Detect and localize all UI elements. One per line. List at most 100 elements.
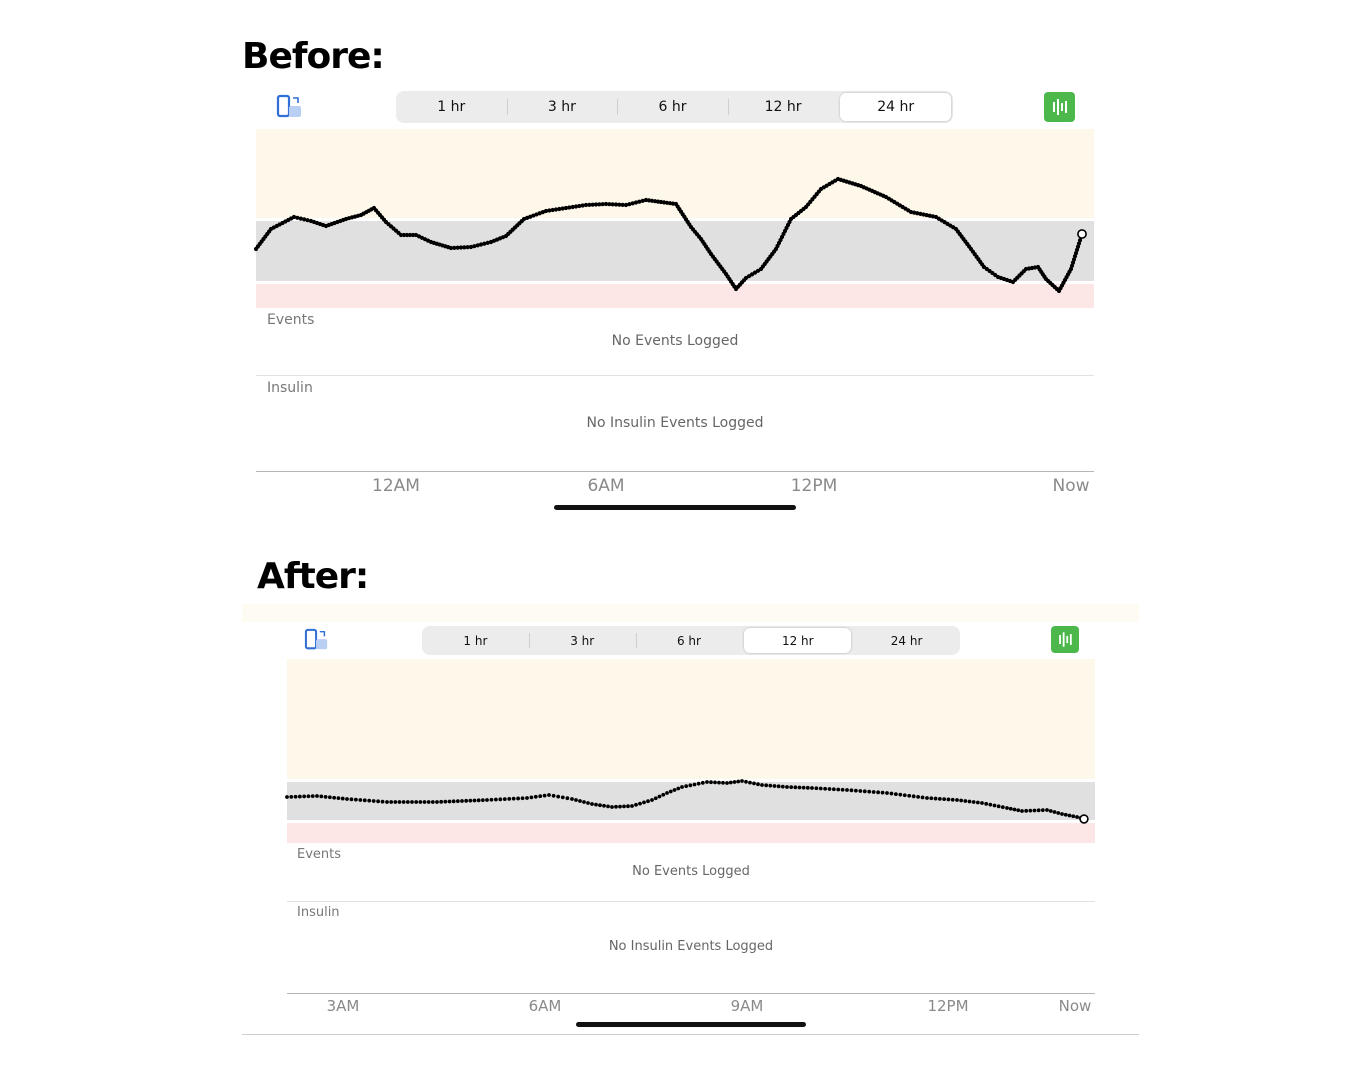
after-events-empty: No Events Logged <box>632 864 750 879</box>
after-trace-point <box>1063 812 1068 817</box>
after-trace-point <box>397 800 402 804</box>
after-trace-point <box>493 797 498 802</box>
after-trace-point <box>542 793 547 798</box>
after-trace-point <box>560 795 565 800</box>
before-trace-point <box>597 202 602 207</box>
after-trace-point <box>630 804 634 808</box>
before-events-label: Events <box>267 312 315 328</box>
after-segment-6hr[interactable]: 6 hr <box>635 626 743 655</box>
after-trace-point <box>785 785 789 789</box>
after-trace-point <box>590 802 594 806</box>
before-trace-point <box>921 212 926 217</box>
after-trace-point <box>405 800 410 804</box>
before-home-indicator[interactable] <box>554 505 796 510</box>
phone-rotate-icon[interactable] <box>276 94 304 120</box>
after-trace-point <box>867 789 872 794</box>
after-trace-point <box>740 779 744 783</box>
chart-bars-icon <box>1053 99 1067 115</box>
before-segment-24hr[interactable]: 24 hr <box>840 93 951 121</box>
before-trace-point <box>455 245 460 250</box>
after-trace-point <box>393 800 398 804</box>
after-segment-3hr[interactable]: 3 hr <box>528 626 636 655</box>
before-trace-point <box>475 243 480 248</box>
after-trace-point <box>845 788 849 792</box>
before-trace-point <box>613 202 619 207</box>
before-trace-point <box>580 203 585 208</box>
before-trace-point <box>590 202 595 207</box>
after-trace-point <box>942 797 947 802</box>
before-segment-1hr[interactable]: 1 hr <box>437 99 466 115</box>
after-trace-point <box>836 787 841 792</box>
before-trace-point <box>410 232 416 238</box>
after-top-tint <box>242 604 1139 622</box>
after-segment-12hr[interactable]: 12 hr <box>744 628 852 653</box>
after-trace-point <box>967 799 972 804</box>
after-glucose-trace <box>285 779 1089 824</box>
after-trace-point <box>485 798 489 802</box>
after-range-selector: 1 hr 3 hr 6 hr 12 hr 24 hr <box>422 626 960 655</box>
after-trace-point <box>1067 813 1072 818</box>
before-heading: Before: <box>242 36 385 77</box>
before-trace-point <box>560 206 565 211</box>
after-trace-point <box>1024 808 1029 813</box>
before-trace-point <box>452 245 457 250</box>
before-trace-point <box>570 204 575 210</box>
before-trace-point <box>600 202 605 207</box>
before-trace-point <box>550 207 555 213</box>
after-trace-point <box>586 801 590 805</box>
after-trace-point <box>880 790 885 795</box>
after-trace-point <box>422 800 427 804</box>
after-segment-24hr[interactable]: 24 hr <box>890 633 923 648</box>
after-trace-point <box>650 798 654 802</box>
after-trace-point <box>418 800 423 804</box>
after-trace-point <box>1048 809 1053 813</box>
before-trace-point <box>1072 254 1078 259</box>
after-trace-point <box>925 796 929 800</box>
after-trace-point <box>1016 808 1021 813</box>
before-trace-point <box>640 198 645 203</box>
after-trace-point <box>916 794 921 799</box>
after-chart-button[interactable] <box>1051 626 1079 653</box>
after-trace-point <box>439 799 444 804</box>
before-range-selector: 1 hr 3 hr 6 hr 12 hr 24 hr <box>396 91 953 123</box>
after-trace-point <box>1012 807 1017 812</box>
before-trace-point <box>927 213 932 218</box>
after-trace-point <box>578 799 582 803</box>
before-segment-12hr[interactable]: 12 hr <box>727 91 839 123</box>
after-trace-point <box>297 794 302 799</box>
after-trace-point <box>389 800 394 804</box>
after-trace-point <box>310 794 315 799</box>
after-trace-point <box>1075 815 1079 819</box>
after-segment-1hr[interactable]: 1 hr <box>463 633 488 648</box>
before-trace-point <box>472 244 477 249</box>
after-trace-point <box>507 796 512 801</box>
after-trace-point <box>315 794 319 798</box>
after-trace-point <box>626 804 630 809</box>
before-segment-3hr[interactable]: 3 hr <box>506 91 618 123</box>
before-trace-point <box>1073 250 1079 256</box>
after-trace-point <box>565 796 570 801</box>
before-chart-button[interactable] <box>1044 92 1075 122</box>
after-trace-point <box>430 800 435 804</box>
after-tick-label: 12PM <box>927 997 969 1015</box>
after-trace-point <box>302 794 307 799</box>
after-trace-point <box>772 784 777 788</box>
after-trace-point <box>862 789 867 794</box>
before-segment-6hr[interactable]: 6 hr <box>617 91 728 123</box>
after-trace-point <box>885 791 889 795</box>
after-trace-point <box>574 798 578 802</box>
after-trace-point <box>323 794 328 799</box>
after-trace-point <box>992 803 997 808</box>
after-trace-point <box>472 798 477 803</box>
before-trace-point <box>1075 244 1081 249</box>
phone-rotate-icon[interactable] <box>304 628 330 652</box>
after-trace-point <box>385 800 389 804</box>
before-trace-point <box>908 209 914 215</box>
before-trace-point <box>583 202 589 208</box>
after-trace-point <box>293 794 298 799</box>
after-home-indicator[interactable] <box>576 1022 806 1027</box>
after-trace-point <box>975 800 980 805</box>
before-trace-point <box>915 211 920 216</box>
after-trace-point <box>705 780 709 784</box>
after-trace-point <box>696 781 701 786</box>
